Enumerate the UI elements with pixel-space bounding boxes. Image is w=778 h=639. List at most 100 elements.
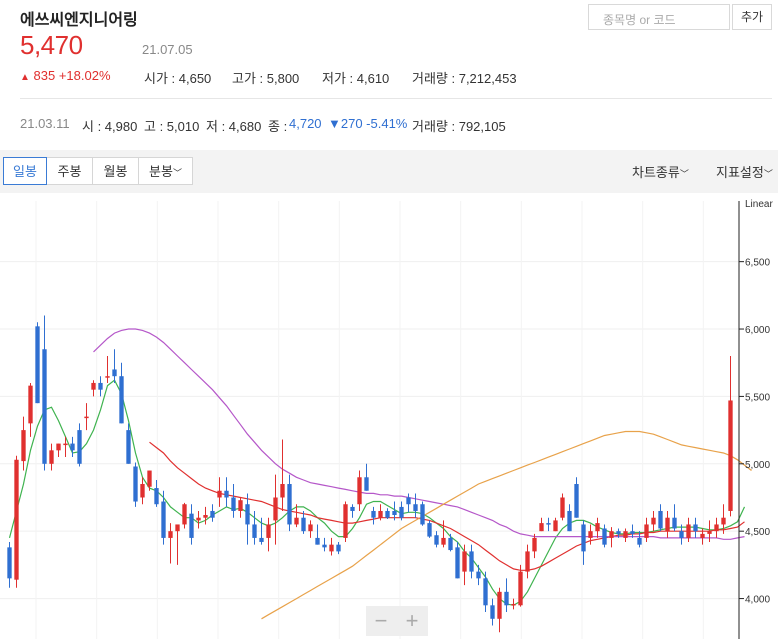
candle — [546, 517, 551, 532]
hover-close-label: 종 : — [268, 119, 288, 134]
y-tick-label: 5,000 — [745, 460, 770, 471]
candle — [399, 501, 404, 521]
candle — [140, 477, 145, 505]
candle-body — [252, 524, 257, 538]
candle — [497, 587, 502, 633]
candle — [84, 403, 89, 431]
hover-high: 고 : 5,010 — [144, 119, 200, 134]
candle — [476, 564, 481, 586]
candle — [658, 504, 663, 532]
candle-body — [84, 416, 89, 419]
hover-open: 시 : 4,980 — [82, 119, 138, 134]
candle-body — [329, 544, 334, 552]
candle — [581, 520, 586, 565]
indicator-menu[interactable]: 지표설정﹀ — [716, 162, 773, 181]
candle-body — [434, 535, 439, 545]
candle-body — [399, 506, 404, 518]
candle-body — [196, 517, 201, 521]
candle-body — [322, 544, 327, 548]
tab-minute-label: 분봉 — [149, 164, 173, 179]
candle — [441, 520, 446, 548]
candle — [553, 517, 558, 532]
price-change-value: 835 +18.02% — [33, 68, 111, 83]
search-input[interactable]: 종목명 or 코드 — [588, 4, 730, 30]
chart-type-label: 차트종류 — [632, 165, 680, 180]
candle-body — [357, 477, 362, 505]
candle — [14, 455, 19, 588]
candle — [616, 528, 621, 538]
candle — [518, 564, 523, 607]
zoom-controls — [366, 606, 428, 636]
candle — [392, 501, 397, 521]
candle-body — [70, 443, 75, 451]
y-tick-label: 6,500 — [745, 258, 770, 269]
candle — [252, 510, 257, 545]
candle-body — [616, 531, 621, 534]
candle — [238, 497, 243, 518]
candle-body — [133, 466, 138, 502]
candle-body — [210, 510, 215, 518]
tab-minute[interactable]: 분봉﹀ — [138, 157, 193, 185]
candle — [70, 436, 75, 458]
candle-body — [35, 326, 40, 404]
candle — [343, 501, 348, 542]
candle-body — [574, 484, 579, 518]
zoom-out-button[interactable]: − — [374, 608, 388, 633]
chart-type-menu[interactable]: 차트종류﹀ — [632, 162, 689, 181]
candle-body — [63, 443, 68, 446]
candle-body — [238, 500, 243, 511]
price-date: 21.07.05 — [142, 42, 193, 57]
zoom-in-button[interactable]: + — [405, 608, 419, 633]
grid — [0, 201, 739, 639]
candle — [567, 504, 572, 532]
candle-body — [301, 517, 306, 532]
scale-label: Linear — [745, 199, 773, 210]
candle — [469, 544, 474, 579]
candle-body — [539, 523, 544, 532]
y-tick-label: 6,000 — [745, 325, 770, 336]
candle — [427, 520, 432, 538]
candle — [574, 477, 579, 518]
high-price: 고가 : 5,800 — [232, 71, 300, 86]
candle-body — [672, 517, 677, 529]
candle — [105, 355, 110, 383]
candle — [483, 571, 488, 613]
candle — [266, 517, 271, 552]
candle-body — [700, 533, 705, 538]
candle — [168, 523, 173, 564]
tab-monthly[interactable]: 월봉 — [92, 157, 139, 185]
candle — [560, 493, 565, 521]
tab-weekly[interactable]: 주봉 — [46, 157, 93, 185]
candle-body — [455, 547, 460, 579]
candle-body — [546, 523, 551, 525]
candle-body — [553, 520, 558, 532]
candle — [42, 315, 47, 471]
candle-body — [602, 528, 607, 545]
candle-body — [490, 605, 495, 619]
candle-body — [476, 571, 481, 579]
candle-body — [287, 484, 292, 525]
candle — [259, 517, 264, 545]
candle — [644, 517, 649, 542]
candle — [119, 362, 124, 424]
candle — [63, 436, 68, 458]
candle — [588, 524, 593, 545]
candle — [679, 524, 684, 545]
candle-body — [567, 510, 572, 532]
candle-body — [140, 484, 145, 498]
candle — [336, 541, 341, 555]
candle-body — [644, 524, 649, 538]
candle-body — [462, 551, 467, 572]
candlestick-chart[interactable]: Linear 4,000 4,500 5,000 5,500 6,000 6,500 — [0, 193, 778, 639]
candle-body — [364, 477, 369, 491]
add-button[interactable]: 추가 — [732, 4, 772, 30]
hover-low: 저 : 4,680 — [206, 119, 262, 134]
candle — [315, 524, 320, 545]
candle — [273, 474, 278, 545]
candle — [609, 527, 614, 548]
candle — [700, 528, 705, 545]
candle-body — [189, 513, 194, 538]
candle-body — [49, 450, 54, 464]
moving-average-line — [93, 328, 745, 540]
tab-daily[interactable]: 일봉 — [3, 157, 47, 185]
